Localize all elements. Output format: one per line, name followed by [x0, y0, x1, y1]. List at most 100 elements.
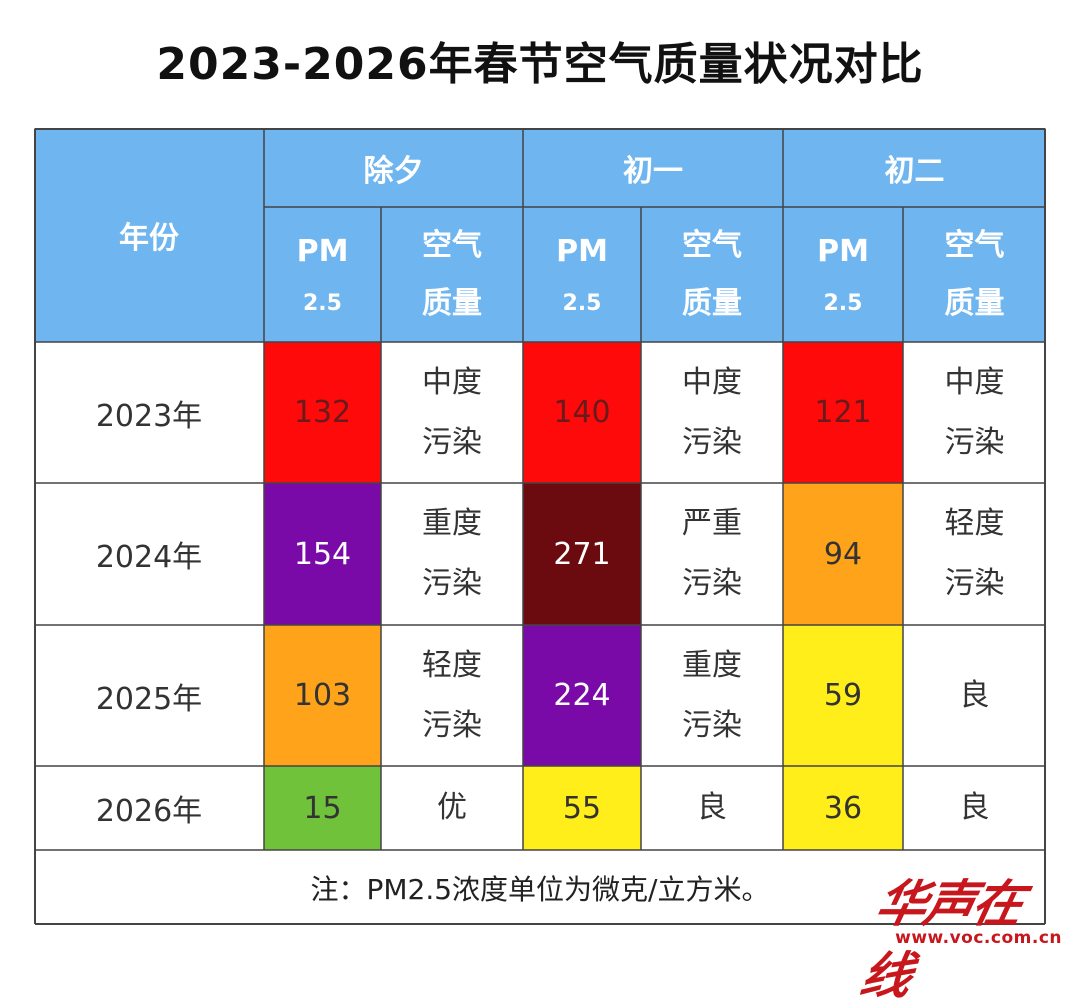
pm25-value: 154 — [293, 536, 352, 572]
header-air-quality: 空气 质量 — [381, 207, 523, 342]
aq-line1: 空气 — [422, 227, 482, 263]
pm25-value-cell: 132 — [264, 342, 381, 483]
header-group: 除夕 — [264, 128, 523, 207]
air-quality-cell: 重度 污染 — [381, 483, 523, 625]
watermark: 华声在线 www.voc.com.cn — [855, 864, 1066, 1005]
row-year-label: 2026年 — [95, 794, 203, 829]
pm25-value-cell: 103 — [264, 625, 381, 766]
pm25-value: 55 — [562, 790, 602, 826]
air-quality-line1: 中度 — [682, 364, 742, 400]
air-quality-cell: 良 — [641, 766, 783, 850]
air-quality-text: 良 — [960, 778, 990, 838]
pm25-value: 94 — [823, 536, 863, 572]
air-quality-line2: 污染 — [682, 566, 742, 601]
air-quality-text: 轻度 污染 — [945, 494, 1005, 614]
pm-text: PM — [817, 233, 869, 269]
air-quality-line2: 污染 — [682, 707, 742, 743]
aq-line2: 质量 — [944, 285, 1005, 321]
air-quality-cell: 优 — [381, 766, 523, 850]
air-quality-cell: 严重 污染 — [641, 483, 783, 625]
pm25-value-cell: 59 — [783, 625, 903, 766]
air-quality-text: 严重 污染 — [682, 494, 742, 614]
pm25-value-cell: 36 — [783, 766, 903, 850]
pm-sub-text: 2.5 — [303, 290, 342, 316]
watermark-site: www.voc.com.cn — [895, 928, 1062, 948]
air-quality-text: 良 — [697, 778, 727, 838]
air-quality-line1: 轻度 — [944, 506, 1005, 541]
pm25-value-cell: 15 — [264, 766, 381, 850]
air-quality-line1: 良 — [697, 790, 727, 825]
air-quality-line1: 良 — [959, 790, 990, 825]
header-air-quality-label: 空气 质量 — [945, 217, 1005, 333]
pm25-value-cell: 121 — [783, 342, 903, 483]
air-quality-line2: 污染 — [944, 424, 1005, 460]
air-quality-cell: 中度 污染 — [903, 342, 1046, 483]
header-air-quality-label: 空气 质量 — [682, 217, 742, 333]
air-quality-line1: 轻度 — [422, 647, 482, 683]
pm25-value: 132 — [293, 395, 352, 430]
row-year-label: 2025年 — [95, 681, 203, 717]
pm25-value: 271 — [553, 536, 611, 572]
pm25-value: 103 — [293, 678, 352, 713]
header-air-quality-label: 空气 质量 — [422, 217, 482, 333]
aq-line1: 空气 — [944, 227, 1005, 263]
pm25-value-cell: 224 — [523, 625, 641, 766]
air-quality-text: 轻度 污染 — [422, 636, 482, 756]
air-quality-line1: 良 — [959, 677, 990, 713]
air-quality-cell: 重度 污染 — [641, 625, 783, 766]
header-pm25: PM 2.5 — [264, 207, 381, 342]
air-quality-line1: 中度 — [944, 364, 1005, 400]
air-quality-line1: 优 — [437, 790, 467, 825]
pm25-value: 59 — [823, 678, 863, 713]
row-year: 2023年 — [34, 342, 264, 483]
aq-line2: 质量 — [422, 285, 482, 321]
air-quality-text: 中度 污染 — [945, 353, 1005, 473]
air-quality-line2: 污染 — [422, 424, 482, 460]
air-quality-line1: 严重 — [682, 506, 742, 541]
air-quality-text: 良 — [960, 666, 990, 726]
pm25-value-cell: 271 — [523, 483, 641, 625]
row-year-label: 2023年 — [95, 398, 203, 434]
table-note-text: 注：PM2.5浓度单位为微克/立方米。 — [310, 872, 770, 906]
header-year-label: 年份 — [119, 221, 179, 256]
air-quality-cell: 良 — [903, 766, 1046, 850]
air-quality-line1: 重度 — [682, 647, 742, 683]
header-pm25-label: PM 2.5 — [817, 223, 869, 327]
pm25-value: 224 — [553, 678, 611, 713]
air-quality-line1: 重度 — [422, 506, 482, 541]
air-quality-line2: 污染 — [422, 566, 482, 601]
pm25-value-cell: 94 — [783, 483, 903, 625]
air-quality-text: 中度 污染 — [422, 353, 482, 473]
air-quality-text: 重度 污染 — [422, 494, 482, 614]
header-pm25-label: PM 2.5 — [297, 223, 349, 327]
pm25-value: 36 — [823, 790, 863, 826]
air-quality-text: 中度 污染 — [682, 353, 742, 473]
row-year: 2025年 — [34, 625, 264, 766]
pm-sub-text: 2.5 — [562, 290, 602, 316]
header-group: 初一 — [523, 128, 783, 207]
air-quality-text: 重度 污染 — [682, 636, 742, 756]
air-quality-cell: 良 — [903, 625, 1046, 766]
pm25-value-cell: 154 — [264, 483, 381, 625]
air-quality-line2: 污染 — [682, 424, 742, 460]
row-year-label: 2024年 — [95, 540, 203, 575]
air-quality-table: 年份 除夕 PM 2.5 空气 质量 初一 PM 2.5 空气 质量 初二 PM 2.5 空气 质量 2023年… — [34, 128, 1046, 925]
pm-sub-text: 2.5 — [823, 290, 863, 316]
header-pm25: PM 2.5 — [523, 207, 641, 342]
header-air-quality: 空气 质量 — [903, 207, 1046, 342]
page-title: 2023-2026年春节空气质量状况对比 — [156, 39, 924, 90]
header-pm25: PM 2.5 — [783, 207, 903, 342]
pm25-value-cell: 55 — [523, 766, 641, 850]
air-quality-cell: 中度 污染 — [641, 342, 783, 483]
air-quality-text: 优 — [437, 778, 467, 838]
air-quality-cell: 中度 污染 — [381, 342, 523, 483]
air-quality-cell: 轻度 污染 — [381, 625, 523, 766]
header-group: 初二 — [783, 128, 1046, 207]
header-group-label: 除夕 — [363, 153, 424, 189]
table-note: 注：PM2.5浓度单位为微克/立方米。 — [34, 850, 1046, 925]
air-quality-line2: 污染 — [422, 707, 482, 743]
aq-line1: 空气 — [682, 227, 742, 263]
header-group-label: 初一 — [623, 153, 683, 189]
air-quality-line2: 污染 — [944, 566, 1005, 601]
header-year: 年份 — [34, 128, 264, 342]
